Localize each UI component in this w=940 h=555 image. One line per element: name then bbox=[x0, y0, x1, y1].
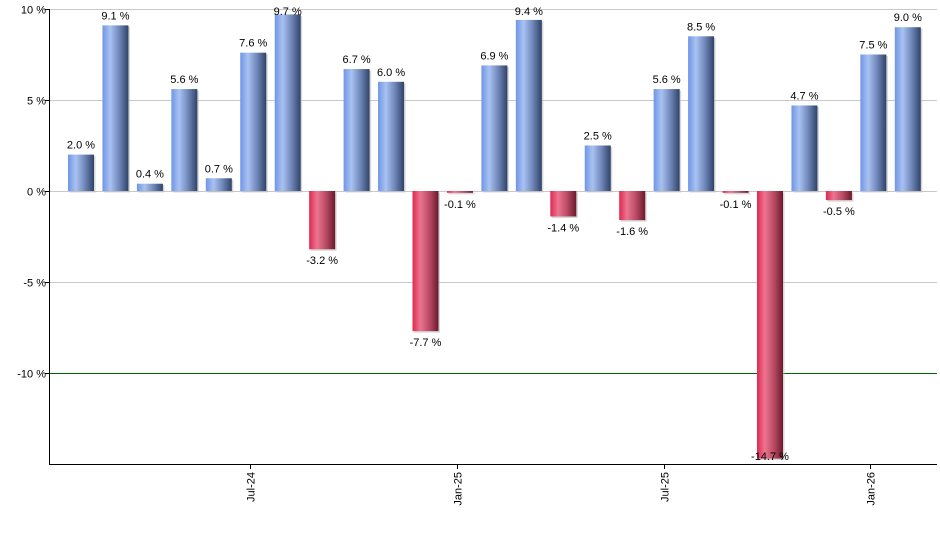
data-label: 9.1 % bbox=[101, 10, 129, 22]
data-label: 6.9 % bbox=[480, 50, 508, 62]
bar-Aug-25 bbox=[688, 36, 715, 191]
bar-Sep-24 bbox=[309, 191, 336, 250]
bar-Jun-25 bbox=[619, 191, 646, 221]
bar-shadow bbox=[724, 192, 751, 195]
x-tick-label: Jul-24 bbox=[246, 472, 258, 502]
bar-Jan-26 bbox=[860, 54, 887, 191]
bar-Dec-24 bbox=[412, 191, 439, 332]
y-tick-label: -10 % bbox=[17, 369, 46, 381]
data-label: 6.0 % bbox=[377, 67, 405, 79]
bar-Jul-25 bbox=[653, 89, 680, 191]
y-tick-label: -5 % bbox=[23, 278, 46, 290]
x-tick-label: Jan-25 bbox=[453, 472, 465, 506]
x-tick-label: Jul-25 bbox=[660, 472, 672, 502]
data-label: -3.2 % bbox=[306, 255, 338, 267]
bar-Jul-24 bbox=[240, 52, 267, 192]
data-label: 5.6 % bbox=[653, 74, 681, 86]
data-label: 2.0 % bbox=[67, 140, 95, 152]
bar-Mar-24 bbox=[102, 25, 129, 191]
bar-Oct-25 bbox=[757, 191, 783, 459]
bar-Apr-24 bbox=[136, 183, 163, 191]
x-tick-label: Jan-26 bbox=[866, 472, 878, 506]
bar-Nov-24 bbox=[378, 81, 405, 191]
data-label: 9.7 % bbox=[274, 6, 302, 18]
data-labels: 2.0 % 9.1 % 0.4 % 5.6 % 0.7 % 7.6 % 9.7 % -3.2 … bbox=[67, 6, 922, 463]
data-label: 9.4 % bbox=[515, 6, 543, 18]
bar-Feb-25 bbox=[481, 65, 508, 191]
y-tick-label: 10 % bbox=[21, 5, 46, 17]
bar-Nov-25 bbox=[791, 105, 818, 191]
bar-May-24 bbox=[171, 89, 198, 191]
y-tick-label: 0 % bbox=[27, 187, 46, 199]
data-label: -0.1 % bbox=[444, 199, 476, 211]
data-label: -0.5 % bbox=[823, 206, 855, 218]
data-label: -1.6 % bbox=[616, 226, 648, 238]
bar-Feb-26 bbox=[894, 27, 921, 192]
bar-Apr-25 bbox=[550, 191, 577, 217]
data-label: 8.5 % bbox=[687, 21, 715, 33]
data-label: -1.4 % bbox=[547, 222, 579, 234]
data-label: 0.4 % bbox=[136, 169, 164, 181]
data-label: 4.7 % bbox=[790, 90, 818, 102]
bar-Dec-25 bbox=[825, 191, 852, 201]
bar-Mar-25 bbox=[515, 19, 542, 192]
data-label: 7.5 % bbox=[859, 40, 887, 52]
bar-Jun-24 bbox=[205, 178, 232, 191]
bar-Jan-25 bbox=[446, 191, 473, 193]
data-label: 5.6 % bbox=[170, 74, 198, 86]
bar-May-25 bbox=[584, 145, 611, 191]
bar-Feb-24 bbox=[68, 154, 94, 191]
data-label: 6.7 % bbox=[343, 54, 371, 66]
data-label: -7.7 % bbox=[410, 337, 442, 349]
data-label: 2.5 % bbox=[584, 131, 612, 143]
data-label: 7.6 % bbox=[239, 38, 267, 50]
data-label: 9.0 % bbox=[894, 12, 922, 24]
data-label: -14.7 % bbox=[751, 451, 789, 463]
bar-Sep-25 bbox=[722, 191, 749, 193]
y-tick-label: 5 % bbox=[27, 96, 46, 108]
bar-Oct-24 bbox=[343, 69, 370, 191]
data-label: 0.7 % bbox=[205, 163, 233, 175]
axes: 10 % 5 % 0 % -5 % -10 % Jul-24 Jan-25 Jul-25 Jan… bbox=[17, 5, 937, 506]
bars bbox=[68, 14, 923, 461]
bar-shadow bbox=[448, 192, 475, 195]
bar-Aug-24 bbox=[274, 14, 301, 191]
data-label: -0.1 % bbox=[720, 199, 752, 211]
